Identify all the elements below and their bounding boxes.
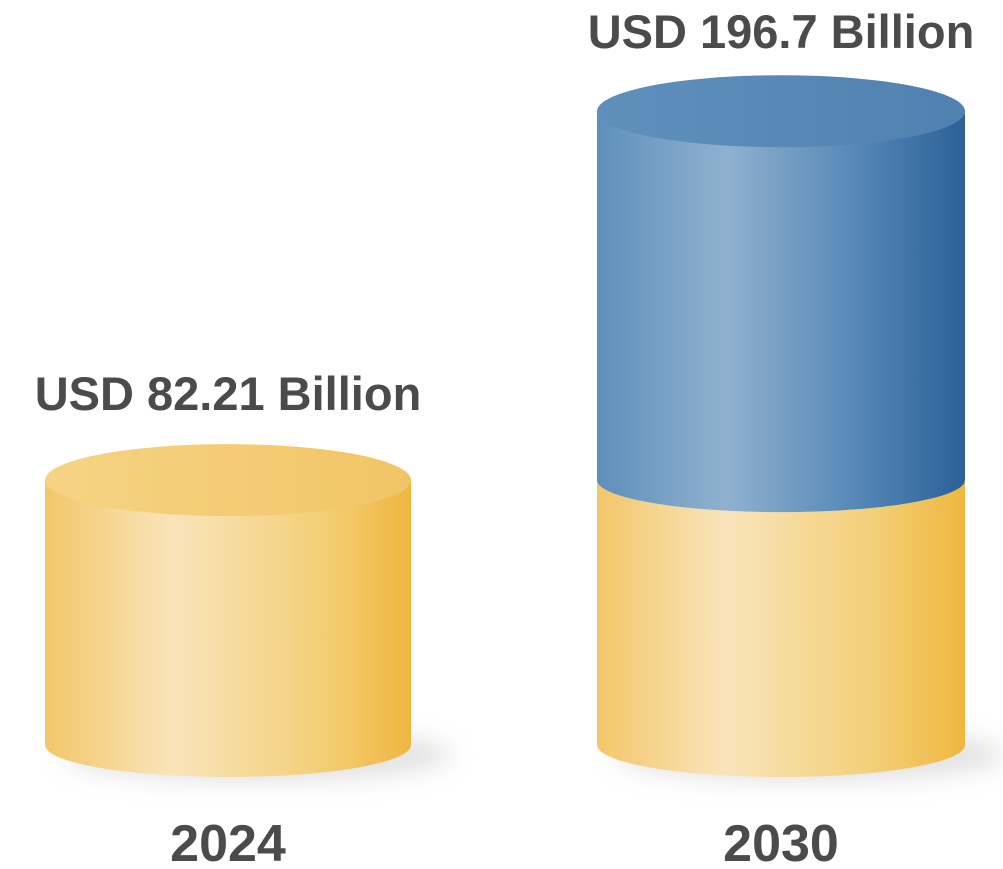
bar-top-2024	[45, 444, 411, 517]
value-label-2030: USD 196.7 Billion	[588, 5, 975, 58]
bar-body-2030-base	[597, 480, 965, 777]
bar-body-2030-growth	[597, 111, 965, 513]
bar-top-2030	[597, 75, 965, 148]
bar-body-2024	[45, 480, 411, 777]
bar-2024	[45, 444, 451, 781]
value-label-2024: USD 82.21 Billion	[35, 367, 422, 420]
x-tick-label-2030: 2030	[723, 815, 839, 869]
x-tick-label-2024: 2024	[170, 815, 286, 869]
bar-2030	[597, 75, 1003, 781]
